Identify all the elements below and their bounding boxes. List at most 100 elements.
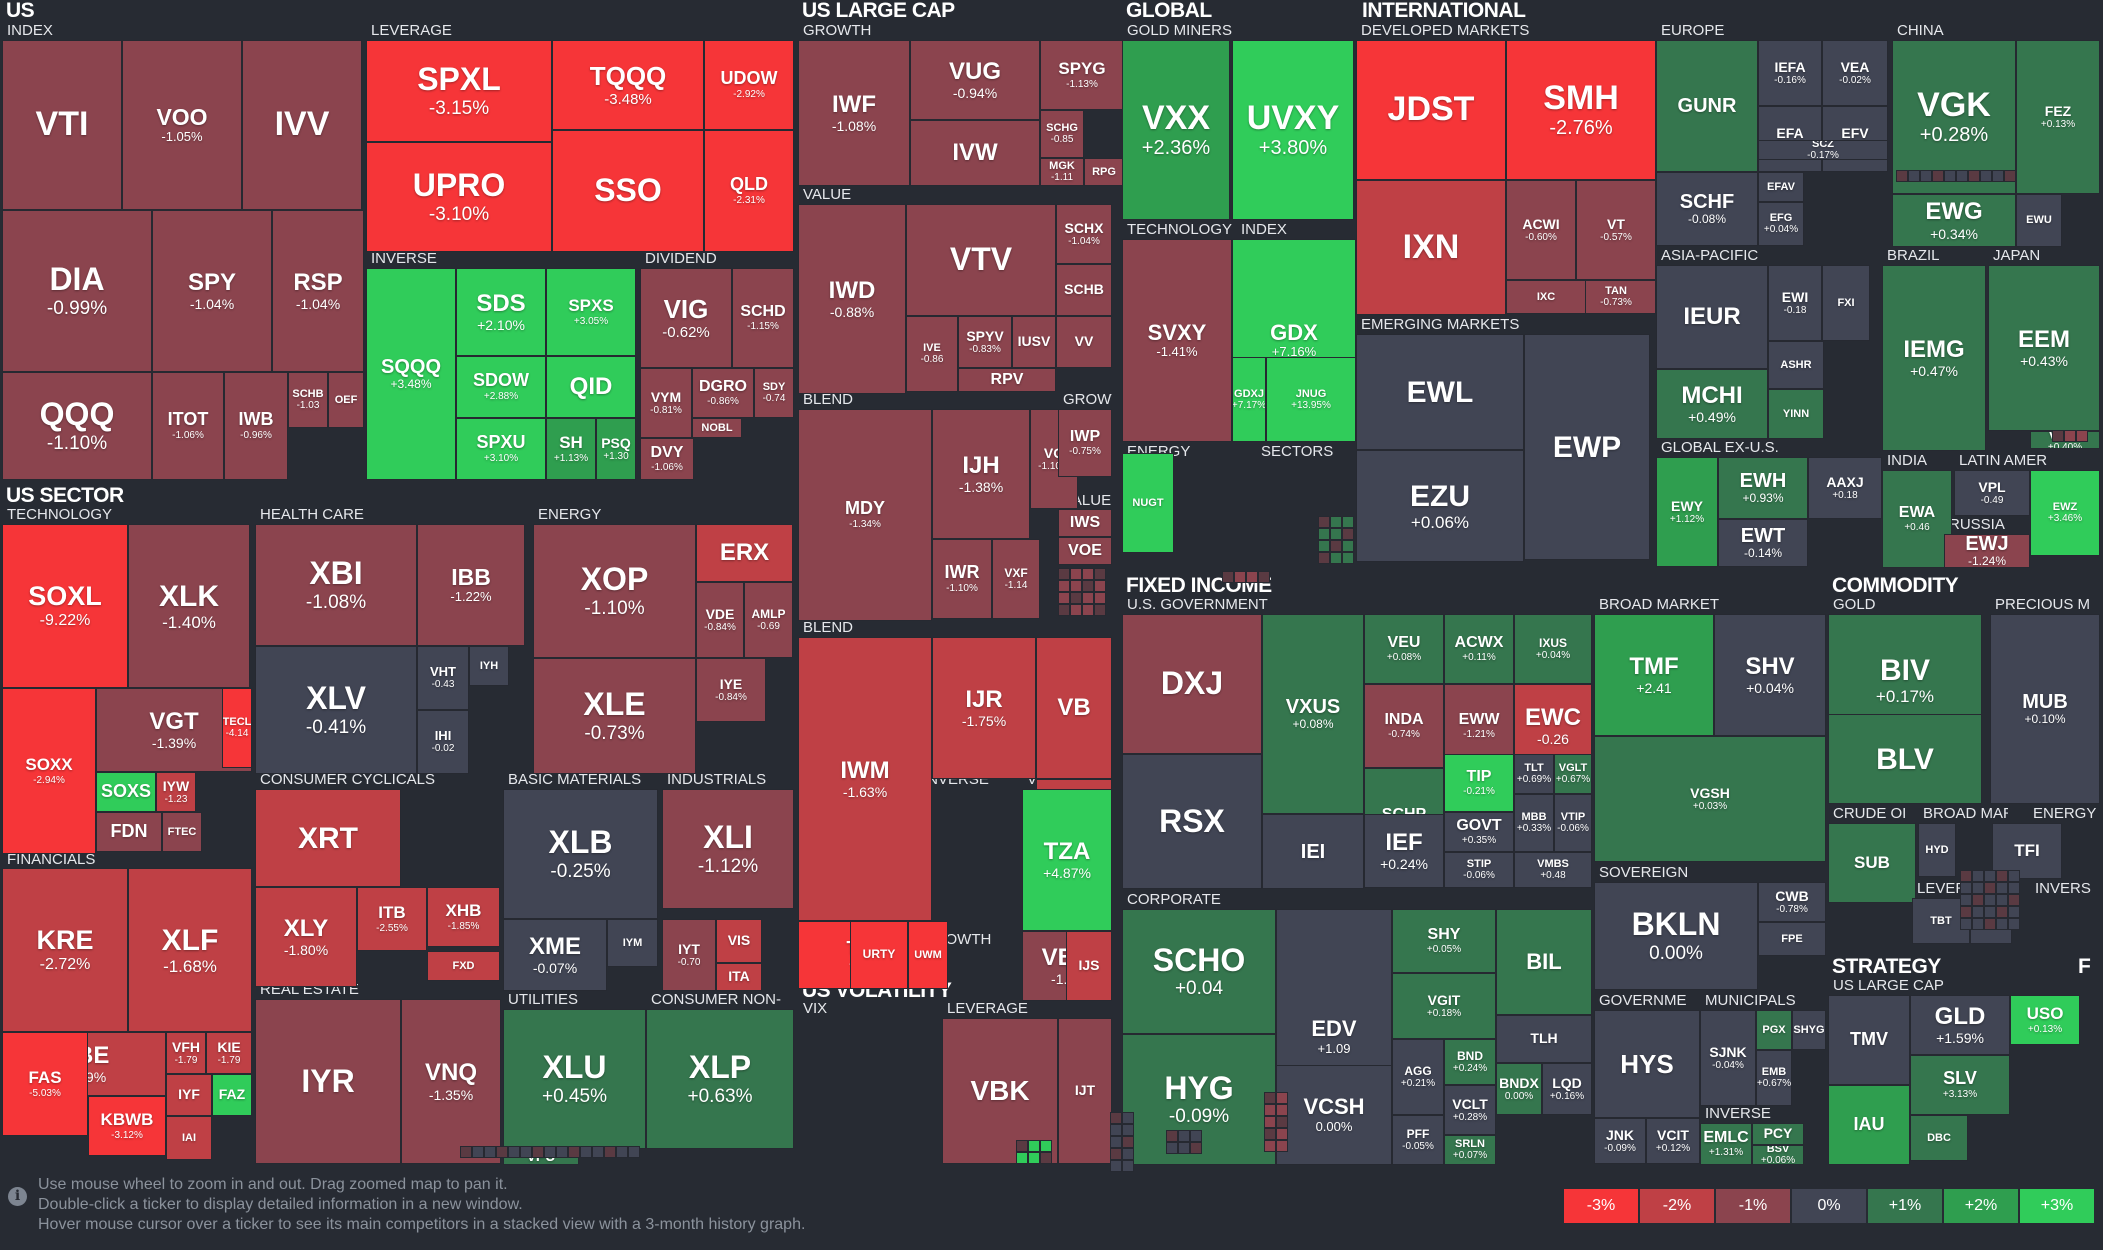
ticker-tile-sdow[interactable]: SDOW +2.88% — [456, 356, 546, 418]
micro-ticker-cell[interactable] — [1996, 870, 2008, 882]
ticker-tile-iwp[interactable]: IWP -0.75% — [1058, 409, 1112, 477]
ticker-tile-eem[interactable]: EEM +0.43% — [1988, 265, 2100, 431]
ticker-tile-vht[interactable]: VHT -0.43 — [417, 646, 469, 710]
ticker-tile-iwm[interactable]: IWM -1.63% — [798, 637, 932, 921]
ticker-tile-sdy[interactable]: SDY -0.74 — [754, 368, 794, 418]
micro-ticker-cell[interactable] — [1984, 882, 1996, 894]
ticker-tile-schb[interactable]: SCHB — [1056, 264, 1112, 316]
ticker-tile-ewy[interactable]: EWY +1.12% — [1656, 457, 1718, 567]
ticker-tile-xlb[interactable]: XLB -0.25% — [503, 789, 658, 919]
ticker-tile-iyt[interactable]: IYT -0.70 — [662, 919, 716, 991]
ticker-tile-vclt[interactable]: VCLT +0.28% — [1444, 1085, 1496, 1135]
ticker-tile-bil[interactable]: BIL — [1496, 909, 1592, 1015]
ticker-tile-vb[interactable]: VB — [1036, 637, 1112, 779]
micro-ticker-cell[interactable] — [1122, 1112, 1134, 1124]
ticker-tile-efa[interactable]: EFA-0.09% — [1758, 106, 1822, 172]
ticker-tile-mub[interactable]: MUB +0.10% — [1990, 614, 2100, 804]
micro-ticker-cell[interactable] — [1984, 906, 1996, 918]
ticker-tile-rsp[interactable]: RSP -1.04% — [272, 210, 364, 372]
ticker-tile-vt[interactable]: VT -0.57% — [1576, 180, 1656, 280]
ticker-tile-fxi[interactable]: FXI — [1822, 265, 1870, 341]
micro-ticker-cell[interactable] — [2008, 870, 2020, 882]
ticker-tile-ihi[interactable]: IHI -0.02 — [417, 710, 469, 774]
ticker-tile-iefa[interactable]: IEFA -0.16% — [1758, 40, 1822, 106]
ticker-tile-ezu[interactable]: EZU +0.06% — [1356, 450, 1524, 562]
ticker-tile-scz[interactable]: SCZ -0.17% — [1758, 140, 1888, 160]
ticker-tile-iai[interactable]: IAI — [166, 1116, 212, 1160]
ticker-tile-spxu[interactable]: SPXU +3.10% — [456, 418, 546, 480]
ticker-tile-mbb[interactable]: MBB +0.33% — [1514, 794, 1554, 852]
ticker-tile-ita[interactable]: ITA — [716, 963, 762, 991]
ticker-tile-sqqq[interactable]: SQQQ +3.48% — [366, 268, 456, 480]
ticker-tile-slv[interactable]: SLV +3.13% — [1910, 1055, 2010, 1115]
micro-ticker-cell[interactable] — [1070, 604, 1082, 616]
ticker-tile-sub[interactable]: SUB — [1828, 823, 1916, 903]
micro-ticker-cell[interactable] — [1960, 906, 1972, 918]
ticker-tile-vgsh[interactable]: VGSH +0.03% — [1594, 736, 1826, 862]
ticker-tile-ewj[interactable]: EWJ -1.24% — [1944, 534, 2030, 568]
ticker-tile-gld[interactable]: GLD +1.59% — [1910, 995, 2010, 1055]
ticker-tile-iwf[interactable]: IWF -1.08% — [798, 40, 910, 186]
micro-ticker-cell[interactable] — [616, 1146, 628, 1158]
ticker-tile-itot[interactable]: ITOT -1.06% — [152, 372, 224, 480]
ticker-tile-pff[interactable]: PFF -0.05% — [1392, 1115, 1444, 1165]
micro-ticker-cell[interactable] — [1972, 894, 1984, 906]
ticker-tile-uvxy[interactable]: UVXY +3.80% — [1232, 40, 1354, 220]
micro-ticker-cell[interactable] — [1082, 568, 1094, 580]
ticker-tile-mdy[interactable]: MDY -1.34% — [798, 409, 932, 621]
ticker-tile-schg[interactable]: SCHG -0.85 — [1040, 110, 1084, 158]
ticker-tile-ief[interactable]: IEF +0.24% — [1364, 814, 1444, 888]
ticker-tile-shy[interactable]: SHY +0.05% — [1392, 909, 1496, 973]
ticker-tile-yinn[interactable]: YINN — [1768, 389, 1824, 439]
micro-ticker-cell[interactable] — [1318, 540, 1330, 552]
ticker-tile-fas[interactable]: FAS -5.03% — [2, 1032, 88, 1136]
ticker-tile-ijh[interactable]: IJH -1.38% — [932, 409, 1030, 539]
micro-ticker-cell[interactable] — [1342, 552, 1354, 564]
ticker-tile-ewa[interactable]: EWA +0.46 — [1882, 470, 1952, 568]
micro-ticker-cell[interactable] — [1058, 580, 1070, 592]
micro-ticker-cell[interactable] — [556, 1146, 568, 1158]
ticker-tile-ieur[interactable]: IEUR — [1656, 265, 1768, 369]
micro-ticker-cell[interactable] — [1264, 1140, 1276, 1152]
micro-ticker-cell[interactable] — [1276, 1140, 1288, 1152]
ticker-tile-xhb[interactable]: XHB -1.85% — [427, 887, 500, 947]
ticker-tile-vgk[interactable]: VGK +0.28% — [1892, 40, 2016, 194]
ticker-tile-bsv[interactable]: BSV +0.06% — [1752, 1145, 1804, 1165]
micro-ticker-cell[interactable] — [1932, 170, 1944, 182]
ticker-tile-ixn[interactable]: IXN — [1356, 180, 1506, 315]
micro-ticker-cell[interactable] — [1110, 1148, 1122, 1160]
ticker-tile-fez[interactable]: FEZ +0.13% — [2016, 40, 2100, 194]
ticker-tile-emb[interactable]: EMB +0.67% — [1756, 1050, 1792, 1106]
ticker-tile-qld[interactable]: QLD -2.31% — [704, 130, 794, 252]
micro-ticker-cell[interactable] — [1110, 1160, 1122, 1172]
ticker-tile-agg[interactable]: AGG +0.21% — [1392, 1039, 1444, 1115]
ticker-tile-shv[interactable]: SHV +0.04% — [1714, 614, 1826, 736]
ticker-tile-bnd[interactable]: BND +0.24% — [1444, 1039, 1496, 1085]
ticker-tile-inda[interactable]: INDA -0.74% — [1364, 684, 1444, 768]
ticker-tile-xlf[interactable]: XLF -1.68% — [128, 868, 252, 1032]
micro-ticker-cell[interactable] — [1082, 592, 1094, 604]
ticker-tile-schx[interactable]: SCHX -1.04% — [1056, 204, 1112, 264]
ticker-tile-gunr[interactable]: GUNR — [1656, 40, 1758, 172]
ticker-tile-rpg[interactable]: RPG — [1084, 158, 1124, 186]
ticker-tile-gdxj[interactable]: GDXJ +7.17% — [1232, 357, 1266, 442]
micro-ticker-cell[interactable] — [1166, 1130, 1178, 1142]
ticker-tile-iyh[interactable]: IYH — [469, 646, 509, 686]
ticker-tile-iyr[interactable]: IYR — [255, 999, 401, 1164]
micro-ticker-cell[interactable] — [1234, 571, 1246, 583]
ticker-tile-kie[interactable]: KIE -1.79 — [206, 1032, 252, 1074]
micro-ticker-cell[interactable] — [1330, 540, 1342, 552]
ticker-tile-vtv[interactable]: VTV — [906, 204, 1056, 316]
ticker-tile-ewi[interactable]: EWI -0.18 — [1768, 265, 1822, 341]
micro-ticker-cell[interactable] — [1110, 1136, 1122, 1148]
micro-ticker-cell[interactable] — [1082, 580, 1094, 592]
micro-ticker-cell[interactable] — [1908, 170, 1920, 182]
ticker-tile-ixc[interactable]: IXC — [1506, 280, 1586, 314]
ticker-tile-xlp[interactable]: XLP +0.63% — [646, 1009, 794, 1149]
ticker-tile-tlh[interactable]: TLH — [1496, 1015, 1592, 1063]
micro-ticker-cell[interactable] — [532, 1146, 544, 1158]
ticker-tile-sso[interactable]: SSO — [552, 130, 704, 252]
micro-ticker-cell[interactable] — [1246, 571, 1258, 583]
ticker-tile-tfi[interactable]: TFI — [1992, 823, 2062, 879]
micro-ticker-cell[interactable] — [580, 1146, 592, 1158]
